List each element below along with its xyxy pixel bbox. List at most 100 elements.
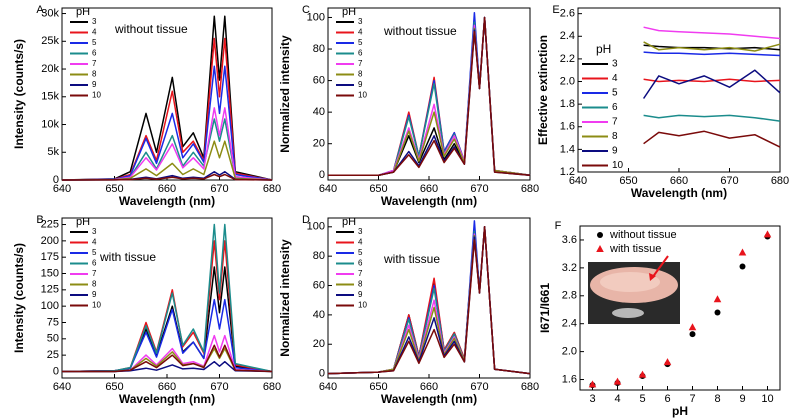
y-tick-label: 200 (41, 235, 59, 247)
legend-marker (597, 232, 603, 238)
spectrum-line (61, 15, 273, 181)
y-tick-label: 1.6 (562, 373, 577, 385)
spectrum-line (643, 51, 781, 57)
x-tick-label: 640 (53, 381, 71, 393)
spectrum-line (61, 65, 273, 181)
y-tick-label: 1.4 (560, 143, 575, 155)
plot-frame (577, 7, 781, 173)
data-point (689, 331, 696, 338)
y-tick-label: 3.2 (562, 262, 577, 274)
legend-label: 4 (92, 28, 97, 37)
x-tick-label: 660 (158, 381, 176, 393)
x-tick-label: 640 (319, 183, 337, 195)
x-tick-label: 670 (210, 381, 228, 393)
legend-label: 4 (358, 28, 363, 37)
x-axis-label: pH (672, 404, 688, 418)
y-tick-label: 25k (41, 35, 59, 47)
spectrum-line (61, 107, 273, 181)
data-point (663, 358, 672, 366)
x-tick-label: 680 (521, 183, 539, 195)
legend-label: 7 (92, 269, 97, 278)
x-tick-label: 670 (470, 381, 488, 393)
y-tick-label: 100 (41, 300, 59, 312)
legend-label: 6 (92, 259, 97, 268)
legend-label: 5 (92, 38, 97, 47)
data-point (688, 323, 697, 331)
y-tick-label: 25 (47, 349, 59, 361)
x-tick-label: 650 (369, 381, 387, 393)
spectrum-line (642, 69, 781, 99)
y-tick-label: 40 (313, 106, 325, 118)
annotation: without tissue (114, 22, 188, 36)
inset-photo (588, 255, 680, 324)
data-point (714, 309, 721, 316)
legend-label: 7 (612, 117, 618, 128)
y-tick-label: 175 (41, 251, 59, 263)
y-tick-label: 80 (313, 43, 325, 55)
data-point (739, 263, 746, 270)
x-tick-label: 680 (521, 381, 539, 393)
y-axis-label: I671/I661 (538, 283, 552, 333)
x-tick-label: 9 (739, 393, 745, 405)
y-tick-label: 1.8 (560, 98, 575, 110)
data-point (588, 380, 597, 388)
legend-label: 7 (358, 59, 363, 68)
legend-label: 5 (92, 248, 97, 257)
panel-label: B (36, 214, 43, 226)
legend-label: 10 (612, 160, 624, 171)
y-tick-label: 0 (53, 174, 59, 186)
legend-label: 8 (358, 70, 363, 79)
y-tick-label: 2.0 (560, 75, 575, 87)
y-tick-label: 75 (47, 316, 59, 328)
x-tick-label: 640 (53, 183, 71, 195)
panel-label: D (302, 214, 310, 226)
legend-label: 9 (358, 290, 363, 299)
legend-label: 3 (358, 227, 363, 236)
y-axis-label: Intensity (counts/s) (12, 39, 26, 149)
spectrum-line (643, 44, 781, 51)
legend-label: 8 (92, 280, 97, 289)
spectrum-line (61, 173, 273, 181)
y-tick-label: 60 (313, 74, 325, 86)
annotation: with tissue (383, 252, 440, 266)
legend-label: 4 (358, 238, 363, 247)
spectrum-line (62, 360, 273, 373)
legend-label: 5 (358, 248, 363, 257)
y-axis-label: Intensity (counts/s) (12, 243, 26, 353)
legend-label: 3 (358, 17, 363, 26)
y-axis-label: Normalized intensity (278, 35, 292, 153)
legend-title: pH (76, 6, 90, 18)
y-tick-label: 0 (319, 368, 325, 380)
legend-marker (596, 245, 604, 252)
x-axis-label: Wavelength (nm) (119, 194, 215, 208)
y-tick-label: 50 (47, 333, 59, 345)
y-tick-label: 125 (41, 284, 59, 296)
x-tick-label: 650 (105, 381, 123, 393)
data-point (738, 248, 747, 256)
legend-label: 5 (612, 88, 618, 99)
y-tick-label: 20 (313, 338, 325, 350)
x-tick-label: 3 (589, 393, 595, 405)
y-tick-label: 40 (313, 309, 325, 321)
x-tick-label: 670 (720, 175, 738, 187)
legend-label: 7 (92, 59, 97, 68)
spectrum-line (61, 223, 273, 373)
legend-title: pH (342, 6, 356, 18)
x-tick-label: 650 (369, 183, 387, 195)
legend-label: 7 (358, 269, 363, 278)
legend-label: 4 (92, 238, 97, 247)
y-tick-label: 2.8 (562, 290, 577, 302)
y-tick-label: 150 (41, 267, 59, 279)
x-tick-label: 8 (714, 393, 720, 405)
y-tick-label: 100 (307, 11, 325, 23)
x-tick-label: 6 (664, 393, 670, 405)
y-tick-label: 100 (307, 221, 325, 233)
x-tick-label: 650 (619, 175, 637, 187)
legend-label: 5 (358, 38, 363, 47)
x-tick-label: 660 (420, 183, 438, 195)
legend-label: 3 (612, 59, 618, 70)
x-tick-label: 670 (470, 183, 488, 195)
y-tick-label: 80 (313, 250, 325, 262)
y-tick-label: 1.6 (560, 121, 575, 133)
